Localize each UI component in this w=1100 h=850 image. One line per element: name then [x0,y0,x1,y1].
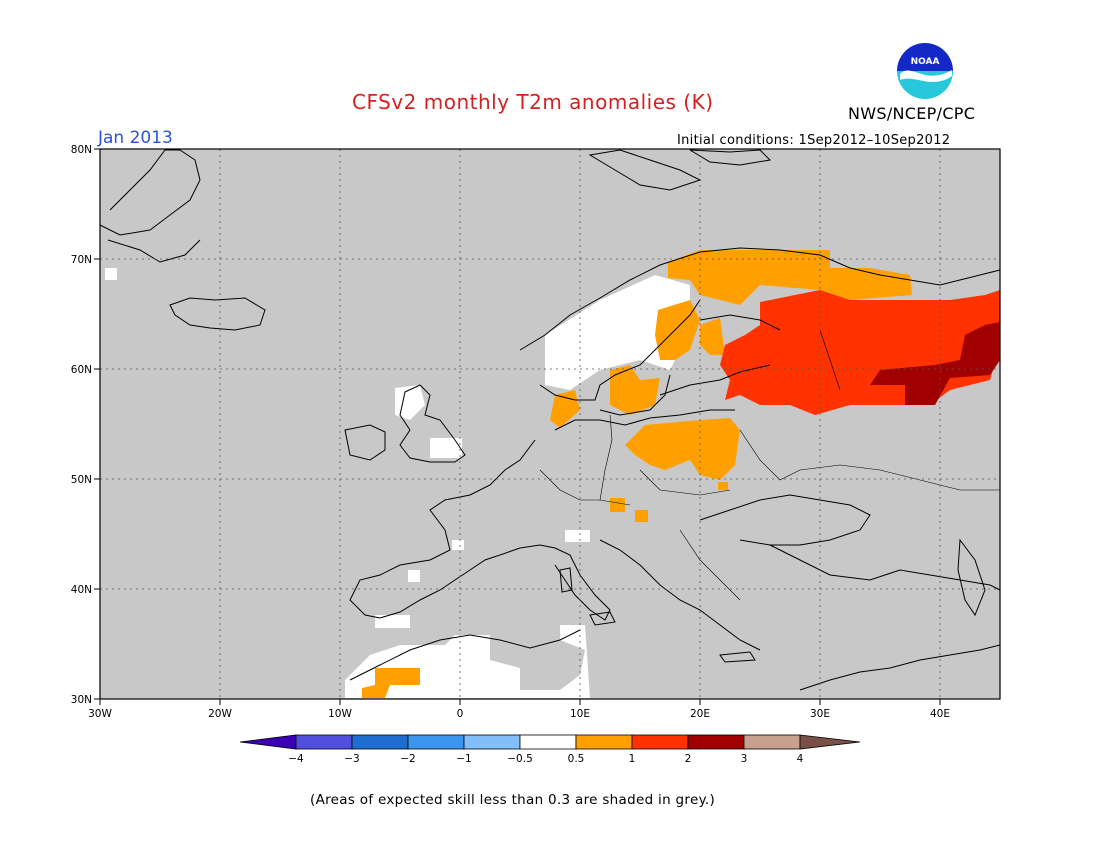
anomaly-0.5-1 [362,250,912,698]
colorbar-segment [519,734,577,750]
gridlines [100,149,1000,699]
map-background [100,149,1000,699]
colorbar-labels: −4 −3 −2 −1 −0.5 0.5 1 2 3 4 [288,753,803,765]
colorbar-segment [351,734,409,750]
lat-label: 70N [71,254,92,266]
lat-ticks [94,148,100,700]
colorbar-segment [463,734,521,750]
anomaly-layer [105,250,1000,698]
colorbar-label: 1 [629,753,636,765]
initial-conditions: Initial conditions: 1Sep2012–10Sep2012 [677,133,951,148]
lat-label: 30N [71,694,92,706]
colorbar-label: −1 [456,753,471,765]
colorbar-label: 4 [797,753,804,765]
lat-labels: 80N 70N 60N 50N 40N 30N [71,144,92,706]
colorbar-arrow-low [239,734,297,750]
lon-ticks [99,699,941,705]
logo-text: NOAA [911,57,940,67]
lon-labels: 30W 20W 10W 0 10E 20E 30E 40E [88,708,950,720]
map-frame [99,148,1001,700]
lat-label: 50N [71,474,92,486]
lon-label: 30E [810,708,830,720]
colorbar-label: 2 [685,753,692,765]
lon-label: 20W [208,708,232,720]
forecast-month: Jan 2013 [98,128,173,148]
colorbar-label: −4 [288,753,304,765]
colorbar [239,734,861,750]
colorbar-segment [687,734,745,750]
anomaly-2-3 [870,322,1000,405]
agency-label: NWS/NCEP/CPC [848,104,976,123]
lon-label: 0 [457,708,464,720]
lon-label: 20E [690,708,710,720]
colorbar-label: 0.5 [568,753,585,765]
lat-label: 40N [71,584,92,596]
colorbar-segment [743,734,801,750]
colorbar-segment [295,734,353,750]
colorbar-label: −3 [344,753,359,765]
noaa-logo: NOAA [895,41,955,101]
borders [539,329,1000,601]
lon-label: 10W [328,708,352,720]
lat-label: 60N [71,364,92,376]
colorbar-label: −0.5 [507,753,533,765]
lon-label: 40E [930,708,950,720]
lat-label: 80N [71,144,92,156]
lon-label: 30W [88,708,112,720]
colorbar-segment [575,734,633,750]
colorbar-arrow-high [799,734,861,750]
skill-caption: (Areas of expected skill less than 0.3 a… [310,792,716,808]
colorbar-segment [407,734,465,750]
lon-label: 10E [570,708,590,720]
chart-title: CFSv2 monthly T2m anomalies (K) [352,90,714,114]
colorbar-segment [631,734,689,750]
colorbar-label: 3 [741,753,748,765]
colorbar-label: −2 [400,753,415,765]
